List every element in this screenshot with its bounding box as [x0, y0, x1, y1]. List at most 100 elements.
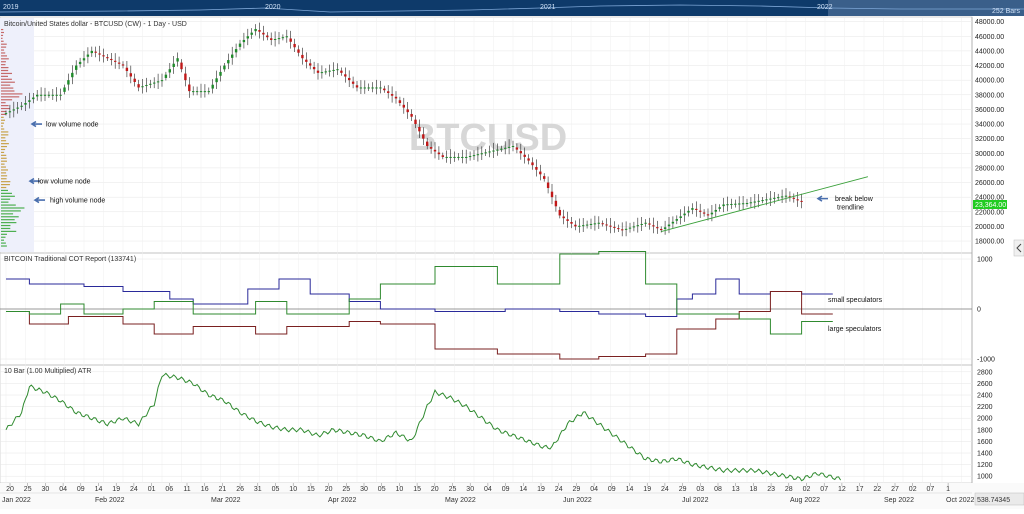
candle-body	[184, 73, 187, 81]
price-tick-label: 36000.00	[975, 107, 1004, 114]
candle-body	[125, 67, 129, 72]
candle-body	[449, 156, 452, 158]
candle-body	[82, 58, 86, 61]
candle-body	[355, 85, 359, 88]
navigator[interactable]: 2019 2020 2021 2022 252 Bars	[0, 0, 1024, 16]
candle-body	[543, 176, 546, 179]
nav-year-2020: 2020	[265, 4, 281, 11]
candle-body	[86, 54, 90, 57]
candle-body	[601, 223, 604, 225]
trendline	[661, 176, 869, 232]
volume-profile-bar	[1, 169, 8, 171]
cursor-readout: 538.74345	[977, 497, 1010, 504]
candle-body	[765, 199, 768, 201]
candles	[4, 22, 803, 237]
candle-body	[24, 103, 27, 105]
volume-profile-bar	[1, 69, 9, 72]
time-axis[interactable]: 20 25 30 04 09 14 19 24 01 06 11 16 21 26 31 05 10 15 20 25…	[0, 483, 1024, 509]
price-tick-label: 20000.00	[975, 224, 1004, 231]
cot-series	[6, 251, 833, 360]
day-tick-label: 09	[77, 486, 85, 493]
day-tick-label: 10	[289, 486, 297, 493]
atr-panel[interactable]: 1000 1200 1400 1600 1800 2000 2200 2400 2600 2800…	[4, 368, 993, 482]
day-tick-label: 22	[873, 486, 881, 493]
candle-body	[211, 84, 214, 89]
volume-profile-bar	[1, 166, 6, 168]
candle-body	[714, 209, 717, 212]
atr-tick-label: 2600	[977, 381, 993, 388]
volume-profile-bar	[1, 163, 5, 165]
volume-profile-bar	[1, 178, 7, 180]
volume-profile-bar	[1, 113, 7, 115]
candle-body	[114, 60, 117, 62]
volume-profile-bar	[1, 175, 8, 177]
candle-body	[406, 109, 409, 113]
cot-panel[interactable]: 1000 0 -1000 BITCOIN Traditional COT Repor…	[4, 251, 995, 364]
candle-body	[741, 203, 745, 205]
navigator-window[interactable]	[828, 0, 1024, 16]
candle-body	[488, 151, 491, 153]
candle-body	[289, 38, 292, 42]
candle-body	[570, 222, 573, 224]
cot-series-line	[6, 291, 833, 360]
candle-body	[617, 228, 620, 230]
volume-profile-bar	[1, 186, 7, 189]
annotation-label: low volume node	[38, 179, 91, 186]
day-tick-label: 08	[714, 486, 722, 493]
month-label: Feb 2022	[95, 497, 125, 504]
day-tick-label: 19	[112, 486, 120, 493]
volume-profile-bar	[1, 90, 15, 92]
price-panel[interactable]: BTCUSD low volume node low volume node hig…	[0, 18, 1007, 252]
candle-body	[137, 84, 140, 88]
candle-body	[640, 223, 643, 225]
candle-body	[20, 105, 23, 107]
candle-body	[312, 66, 316, 70]
candle-body	[176, 58, 179, 62]
candle-body	[429, 147, 433, 149]
candle-body	[675, 219, 678, 221]
volume-profile-bar	[1, 224, 11, 227]
day-tick-label: 09	[502, 486, 510, 493]
volume-profile-bar	[1, 236, 6, 238]
price-tick-label: 32000.00	[975, 136, 1004, 143]
day-tick-label: 19	[537, 486, 545, 493]
candle-body	[507, 146, 511, 148]
day-tick-label: 03	[696, 486, 704, 493]
candle-body	[199, 91, 203, 93]
panel-collapse-button[interactable]	[1013, 239, 1024, 257]
day-tick-label: 09	[608, 486, 616, 493]
price-tick-label: 48000.00	[975, 19, 1004, 26]
candle-body	[195, 91, 199, 93]
candle-body	[254, 28, 257, 32]
candle-body	[558, 209, 561, 216]
month-label: Apr 2022	[328, 497, 357, 504]
candle-body	[769, 198, 772, 200]
arrow-left-icon	[816, 195, 828, 202]
candle-body	[757, 200, 760, 202]
volume-profile-bar	[1, 154, 7, 156]
candle-body	[461, 156, 464, 158]
price-tick-label: 22000.00	[975, 209, 1004, 216]
day-tick-label: 05	[272, 486, 280, 493]
candle-body	[43, 94, 47, 96]
candle-body	[316, 70, 320, 73]
volume-profile-bar	[1, 222, 17, 224]
panel-frames	[0, 16, 973, 484]
candle-body	[648, 223, 651, 225]
volume-profile-bar	[1, 172, 7, 174]
candle-body	[800, 200, 803, 202]
volume-profile-bar	[1, 140, 7, 142]
candle-body	[652, 225, 655, 227]
candle-body	[476, 154, 480, 156]
day-tick-label: 15	[307, 486, 315, 493]
volume-profile-bar	[1, 99, 13, 101]
day-tick-label: 20	[6, 486, 14, 493]
candle-body	[738, 203, 741, 205]
candle-body	[465, 156, 468, 158]
candle-body	[792, 197, 795, 199]
candle-body	[75, 65, 78, 70]
candle-body	[679, 216, 682, 218]
candle-body	[16, 107, 19, 109]
candle-body	[63, 87, 66, 92]
